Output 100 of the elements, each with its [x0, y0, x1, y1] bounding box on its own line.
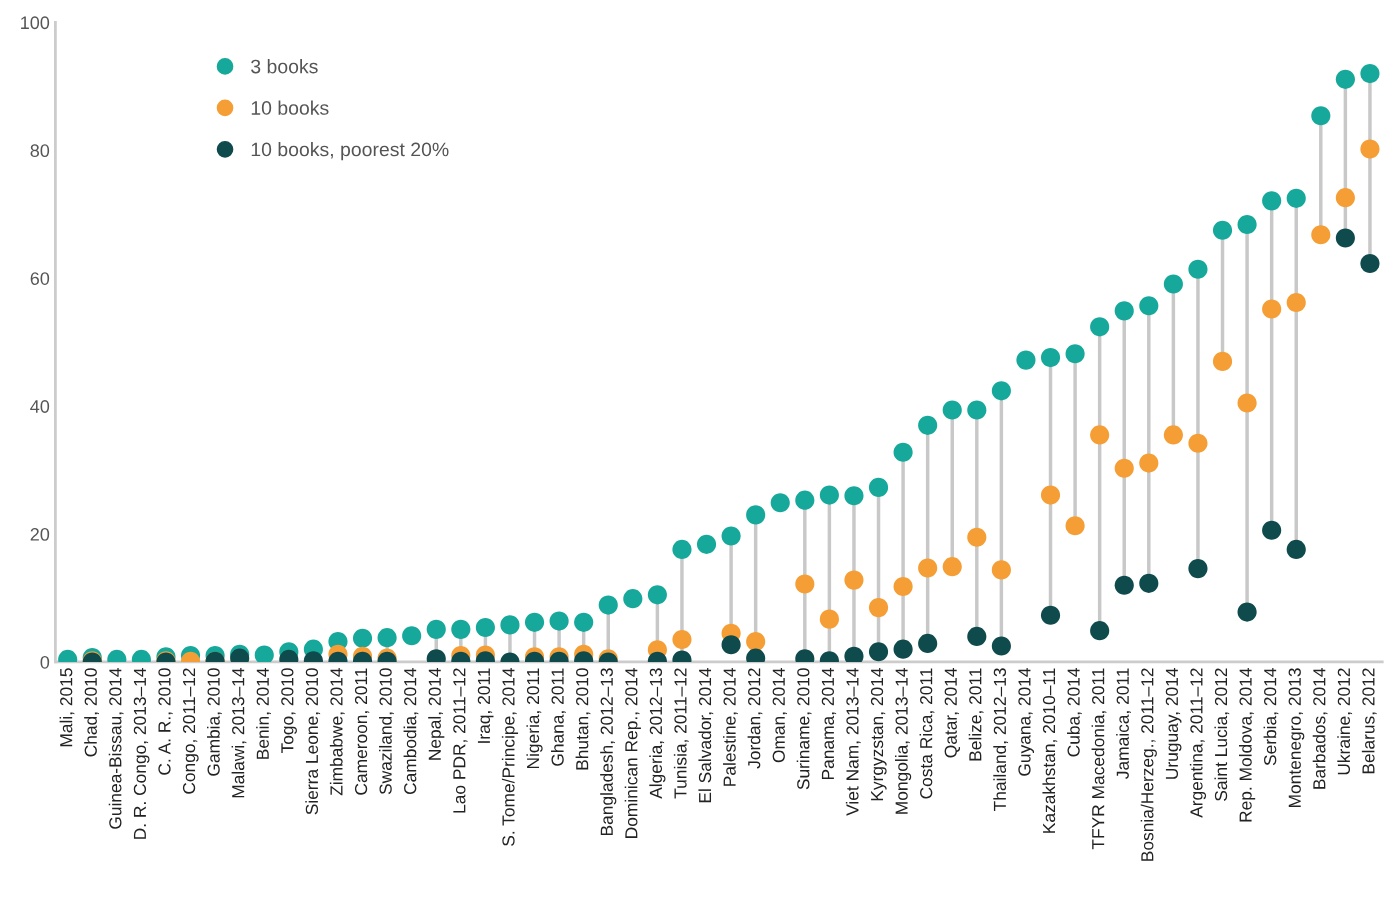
point — [1237, 393, 1257, 413]
x-tick-label: Guinea-Bissau, 2014 — [108, 668, 124, 829]
point — [844, 486, 864, 506]
point — [574, 612, 594, 632]
point — [1360, 253, 1380, 274]
x-tick-label: Congo, 2011–12 — [182, 668, 199, 794]
point — [721, 635, 741, 655]
point — [1163, 274, 1183, 294]
point — [1139, 453, 1159, 473]
point — [1040, 605, 1061, 625]
point — [868, 477, 889, 497]
x-tick-label: Saint Lucia, 2012 — [1214, 668, 1230, 801]
x-tick-label: Guyana, 2014 — [1018, 668, 1035, 776]
x-tick-label: Mali, 2015 — [59, 668, 75, 747]
x-tick-label: Serbia, 2014 — [1263, 668, 1279, 766]
point — [451, 619, 471, 639]
point — [1188, 433, 1208, 453]
x-tick-label: Bhutan, 2010 — [575, 668, 591, 770]
point — [1163, 425, 1183, 445]
point — [942, 400, 962, 420]
x-tick-label: Uruguay, 2014 — [1165, 668, 1182, 779]
x-tick-label: Kyrgyzstan, 2014 — [870, 668, 887, 801]
x-tick-label: Qatar, 2014 — [944, 668, 961, 758]
x-tick-label: Cambodia, 2014 — [403, 668, 419, 795]
point — [1335, 228, 1355, 248]
point — [672, 539, 692, 559]
x-tick-label: Dominican Rep., 2014 — [624, 668, 641, 838]
x-tick-label: Kazakhstan, 2010–11 — [1042, 668, 1058, 833]
point — [672, 630, 692, 650]
point — [967, 400, 987, 420]
point — [1090, 425, 1110, 445]
y-tick-label: 100 — [21, 16, 50, 30]
x-tick-label: Bosnia/Herzeg., 2011–12 — [1140, 668, 1157, 861]
x-tick-label: Suriname, 2010 — [796, 668, 812, 790]
x-tick-label: Lao PDR, 2011–12 — [453, 668, 468, 813]
point — [1114, 301, 1134, 321]
point — [893, 442, 913, 462]
point — [746, 505, 766, 525]
point — [1212, 220, 1233, 240]
point — [696, 534, 717, 554]
x-tick-label: Tunisia, 2011–12 — [673, 668, 689, 799]
point — [868, 642, 889, 662]
point — [1090, 621, 1110, 641]
legend-label: 10 books — [251, 100, 329, 115]
point — [918, 415, 938, 435]
point — [1139, 296, 1159, 316]
point — [991, 381, 1011, 401]
x-tick-label: Gambia, 2010 — [207, 668, 222, 776]
x-tick-label: D. R. Congo, 2013–14 — [133, 668, 150, 839]
point — [918, 558, 938, 578]
x-tick-label: Chad, 2010 — [84, 668, 99, 757]
x-tick-label: Panama, 2014 — [821, 668, 837, 780]
x-tick-label: Iraq, 2011 — [477, 668, 494, 743]
point — [770, 493, 790, 513]
point — [1237, 214, 1257, 235]
point — [1090, 317, 1110, 337]
x-tick-label: Barbados, 2014 — [1312, 668, 1328, 789]
y-tick-label: 0 — [40, 655, 50, 669]
point — [1286, 188, 1306, 208]
point — [1335, 188, 1355, 208]
point — [1360, 64, 1380, 84]
point — [549, 611, 569, 631]
point — [1262, 520, 1282, 540]
point — [1286, 539, 1306, 559]
x-tick-label: Cameroon, 2011 — [354, 668, 370, 795]
point — [1212, 351, 1233, 371]
point — [1188, 559, 1208, 579]
x-tick-label: Montenegro, 2013 — [1288, 668, 1305, 808]
point — [426, 619, 446, 639]
point — [868, 598, 889, 618]
point — [795, 574, 815, 594]
x-tick-label: Palestine, 2014 — [723, 668, 738, 786]
point — [893, 639, 913, 659]
point — [1040, 347, 1061, 368]
x-tick-label: Jamaica, 2011 — [1116, 668, 1131, 779]
x-tick-label: Bangladesh, 2012–13 — [600, 668, 617, 836]
x-tick-label: Togo, 2010 — [281, 668, 297, 754]
point — [1237, 602, 1257, 622]
point — [746, 631, 766, 652]
point — [1360, 139, 1380, 159]
x-tick-label: Ukraine, 2012 — [1337, 668, 1353, 775]
x-tick-label: TFYR Macedonia, 2011 — [1091, 668, 1107, 850]
point — [819, 485, 839, 505]
y-tick-label: 20 — [30, 528, 50, 541]
x-tick-label: Belarus, 2012 — [1361, 668, 1377, 774]
point — [1040, 485, 1061, 505]
point — [967, 626, 987, 646]
point — [1262, 299, 1282, 319]
point — [893, 576, 913, 597]
legend-label: 10 books, poorest 20% — [251, 142, 449, 161]
point — [254, 645, 274, 662]
point — [1335, 69, 1355, 89]
x-tick-label: Nigeria, 2011 — [526, 668, 543, 769]
x-tick-label: Swaziland, 2010 — [379, 668, 394, 795]
point — [795, 490, 815, 510]
point — [1311, 225, 1331, 245]
point — [844, 570, 864, 590]
point — [402, 626, 422, 646]
x-tick-label: Zimbabwe, 2014 — [329, 668, 345, 796]
point — [1286, 292, 1306, 313]
